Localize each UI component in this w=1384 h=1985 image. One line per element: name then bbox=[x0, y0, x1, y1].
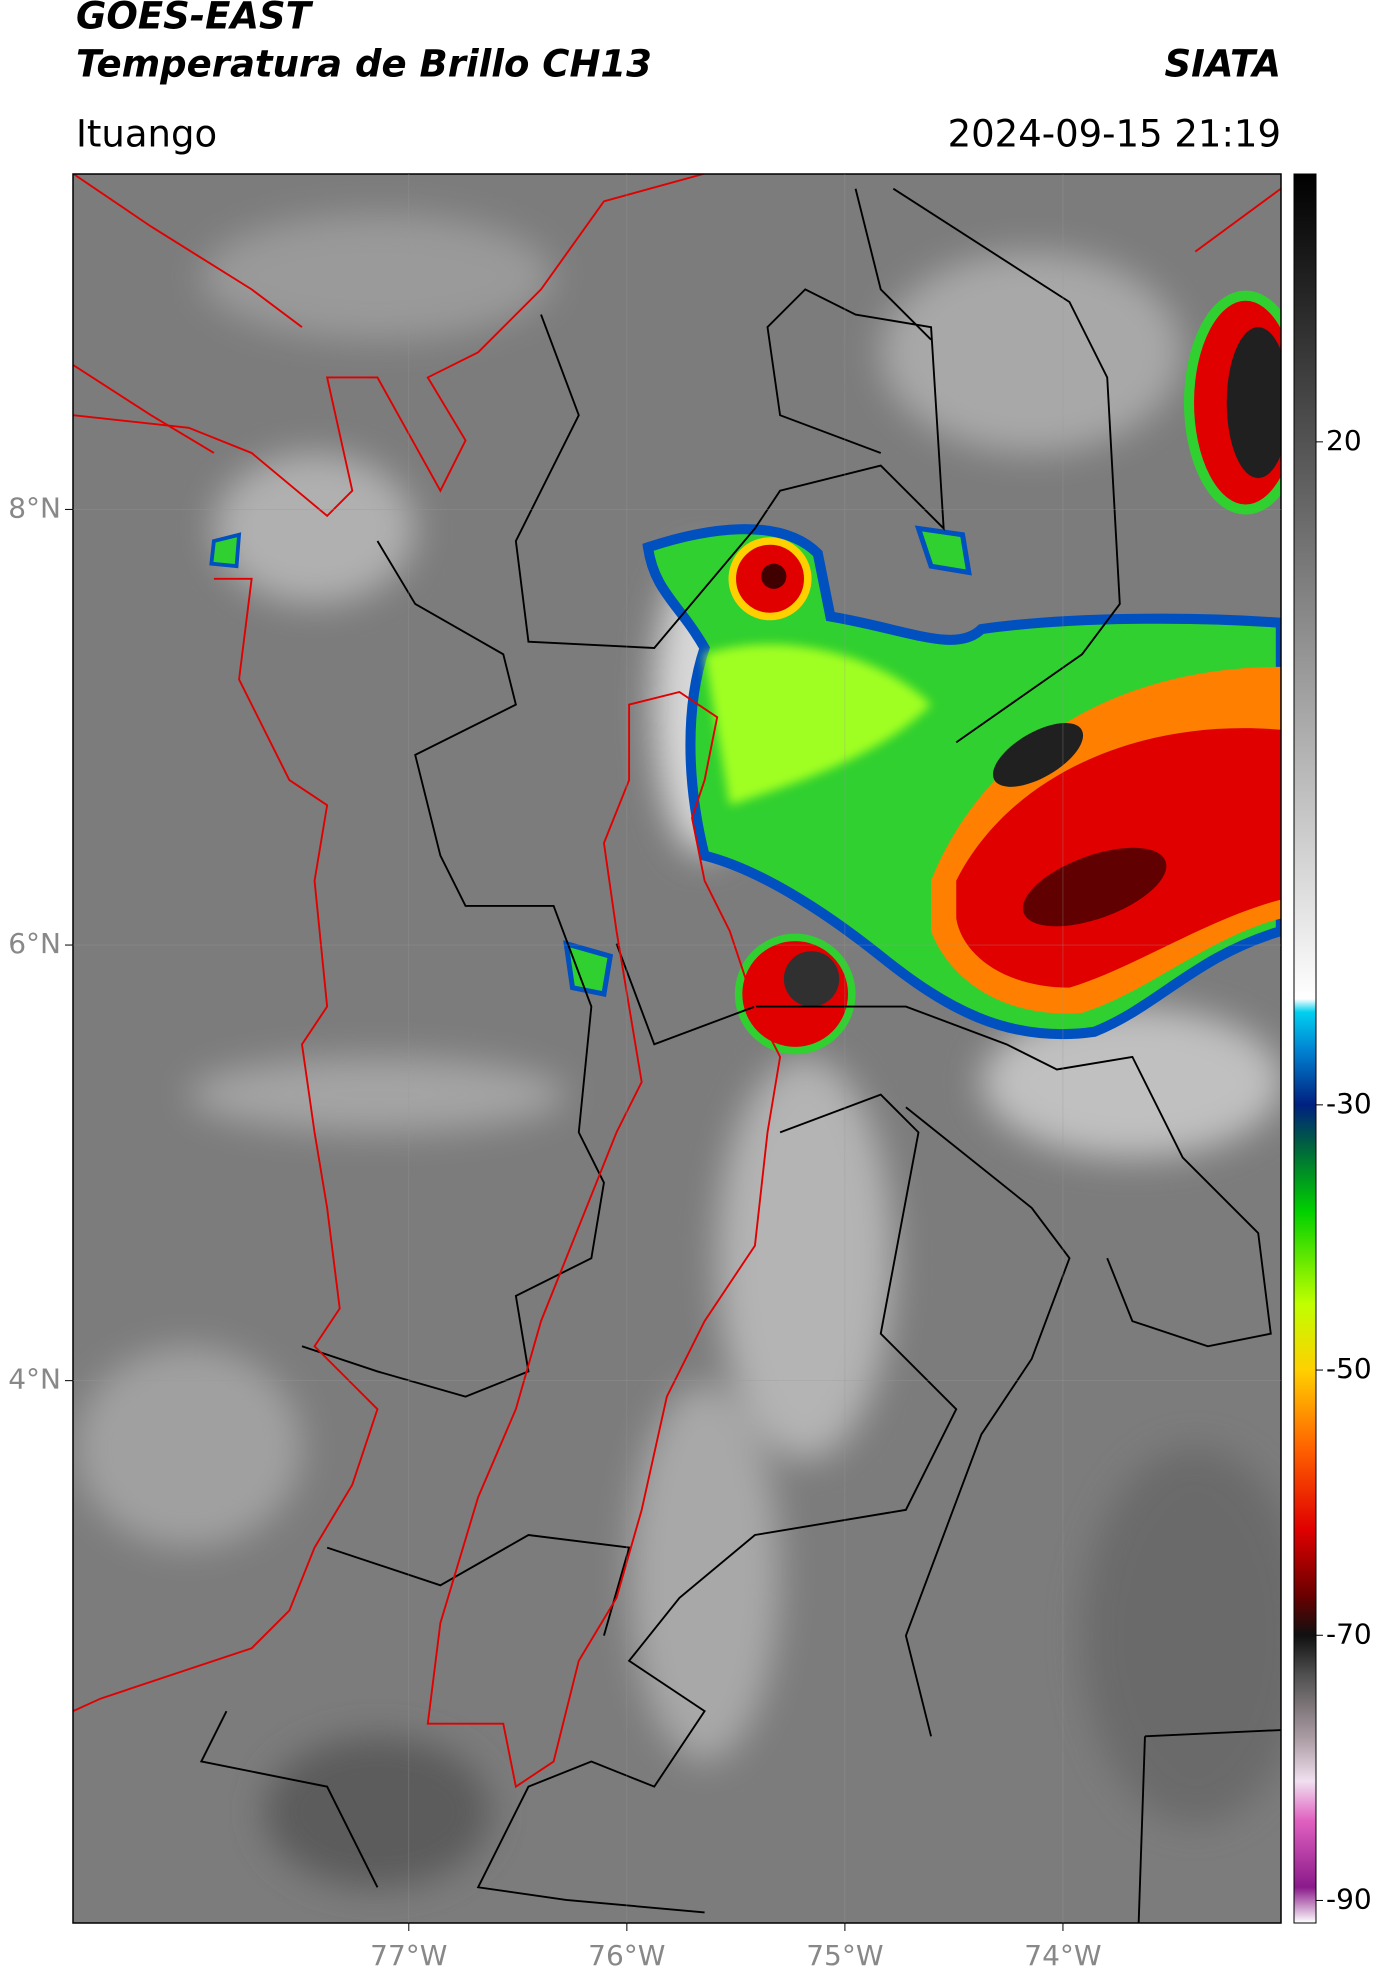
lon-tick-label: 74°W bbox=[1024, 1939, 1101, 1972]
map-frame bbox=[72, 173, 1282, 1924]
title: GOES-EAST bbox=[76, 0, 314, 38]
colorbar-tick-label: -50 bbox=[1326, 1352, 1372, 1385]
lat-tick-label: 4°N bbox=[8, 1363, 61, 1396]
subtitle: Temperatura de Brillo CH13 bbox=[76, 43, 652, 86]
colorbar-tick-label: -90 bbox=[1326, 1882, 1372, 1915]
lat-tick-label: 6°N bbox=[8, 927, 61, 960]
colorbar-tick-label: -30 bbox=[1326, 1087, 1372, 1120]
lon-tick-label: 76°W bbox=[588, 1939, 665, 1972]
source: SIATA bbox=[1164, 43, 1281, 86]
lon-tick-label: 75°W bbox=[806, 1939, 883, 1972]
colorbar: 20 -30 -50 -70 -90 bbox=[1293, 173, 1372, 1924]
datetime: 2024-09-15 21:19 bbox=[948, 113, 1281, 156]
axes: 77°W 76°W 75°W 74°W 8°N 6°N 4°N bbox=[8, 174, 1281, 1972]
satellite-image bbox=[73, 174, 1281, 1923]
colorbar-tick-label: 20 bbox=[1326, 424, 1362, 457]
lon-tick-label: 77°W bbox=[370, 1939, 447, 1972]
colorbar-scale bbox=[1293, 173, 1317, 1924]
lat-tick-label: 8°N bbox=[8, 491, 61, 524]
location: Ituango bbox=[76, 113, 217, 156]
colorbar-tick-label: -70 bbox=[1326, 1617, 1372, 1650]
